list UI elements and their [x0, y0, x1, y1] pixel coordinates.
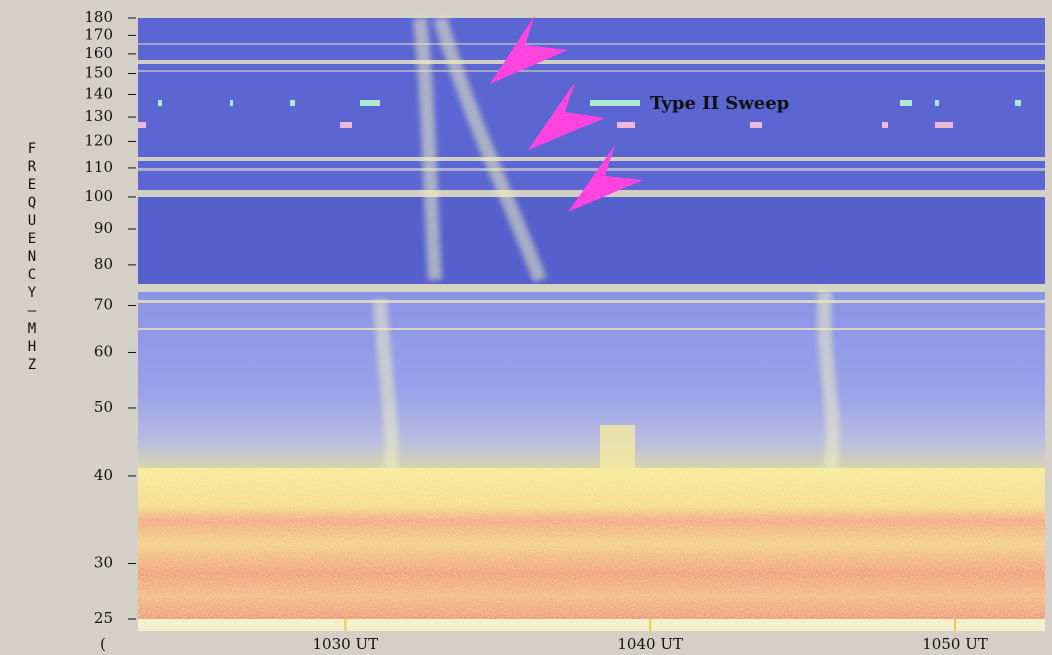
- y-tick-label: 160: [84, 44, 113, 62]
- x-edge-label: (: [100, 635, 106, 653]
- y-tick-label: 110: [84, 158, 113, 176]
- y-tick-label: 150: [84, 64, 113, 82]
- y-tick-label: 70: [94, 296, 113, 314]
- y-tick-label: 90: [94, 219, 113, 237]
- y-tick-label: 30: [94, 553, 113, 571]
- y-tick-label: 50: [94, 398, 113, 416]
- arrows: [490, 15, 643, 212]
- y-tick-label: 170: [84, 25, 113, 43]
- x-tick-label: 1030 UT: [313, 635, 379, 653]
- y-tick-label: 40: [94, 466, 113, 484]
- spectrogram: [138, 16, 1045, 619]
- annotation: Type II Sweep: [650, 93, 789, 114]
- y-tick-label: 140: [84, 85, 113, 103]
- y-tick-label: 60: [94, 342, 113, 360]
- x-axis-band: [138, 619, 1045, 631]
- y-tick-label: 80: [94, 255, 113, 273]
- y-tick-label: 130: [84, 107, 113, 125]
- y-tick-label: 100: [84, 187, 113, 205]
- y-axis-label: FREQUENCY – MHZ: [27, 141, 45, 373]
- y-tick-label: 180: [84, 8, 113, 26]
- y-tick-label: 120: [84, 131, 113, 149]
- y-tick-label: 25: [94, 609, 113, 627]
- x-tick-label: 1050 UT: [922, 635, 988, 653]
- x-tick-label: 1040 UT: [617, 635, 683, 653]
